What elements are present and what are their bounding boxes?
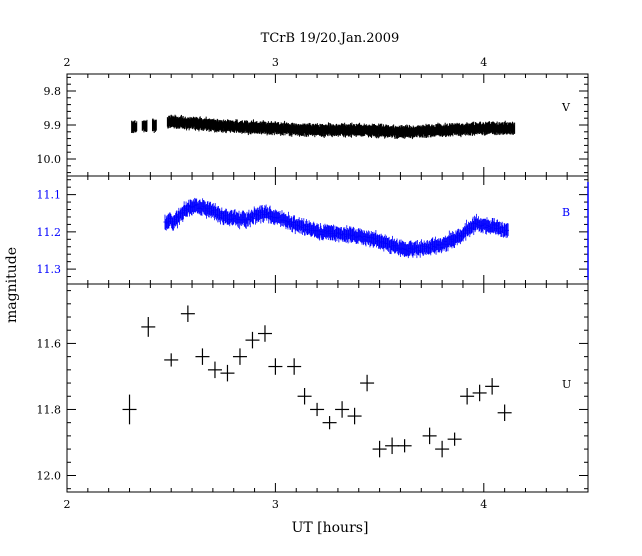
- x-tick-label-top: 4: [480, 56, 487, 69]
- x-tick-label-top: 2: [64, 56, 71, 69]
- y-tick-label: 11.3: [37, 263, 62, 276]
- y-tick-label: 10.0: [37, 153, 62, 166]
- chart-title: TCrB 19/20.Jan.2009: [261, 31, 400, 46]
- y-tick-label: 11.8: [37, 403, 62, 416]
- series-b: [163, 197, 509, 259]
- band-label-v: V: [561, 101, 571, 114]
- band-label-u: U: [562, 378, 571, 391]
- y-tick-label: 11.2: [37, 226, 62, 239]
- x-tick-label: 2: [64, 498, 71, 511]
- panels-group: 2 3 4 2 3 4 9.8 9.9 10.0 V 11.1 11.2 11.3 B 11.6 11.8 12…: [37, 56, 589, 511]
- y-axis-title: magnitude: [4, 247, 20, 323]
- panel-frame: [66, 283, 589, 493]
- y-tick-label: 12.0: [37, 469, 62, 482]
- series-v: [131, 114, 516, 140]
- panel-u: 11.6 11.8 12.0 U: [37, 283, 589, 493]
- panel-v: 9.8 9.9 10.0 V: [37, 73, 589, 177]
- y-tick-label: 9.8: [44, 85, 62, 98]
- band-label-b: B: [562, 206, 570, 219]
- x-tick-label: 4: [480, 498, 487, 511]
- y-tick-label: 11.1: [37, 189, 62, 202]
- x-tick-label-top: 3: [272, 56, 279, 69]
- x-tick-label: 3: [272, 498, 279, 511]
- y-tick-label: 9.9: [44, 119, 62, 132]
- x-axis-title: UT [hours]: [292, 520, 369, 536]
- y-tick-label: 11.6: [37, 337, 62, 350]
- panel-b: 11.1 11.2 11.3 B: [37, 175, 589, 285]
- series-u: [122, 305, 512, 458]
